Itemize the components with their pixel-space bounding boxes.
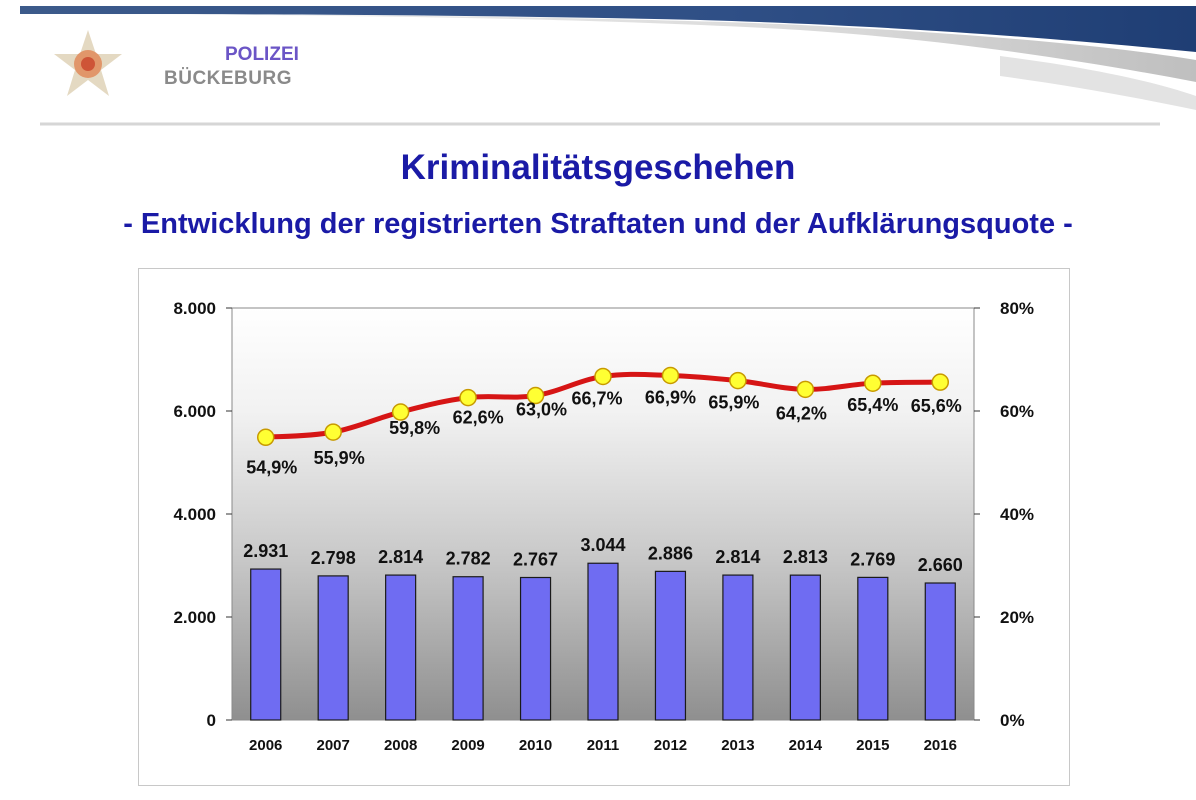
quote-marker-2016 bbox=[931, 373, 950, 391]
quote-marker-2014 bbox=[796, 380, 815, 399]
left-axis-tick-label: 8.000 bbox=[173, 299, 216, 318]
bar-value-label: 2.813 bbox=[783, 547, 828, 567]
quote-marker-2013 bbox=[729, 371, 747, 390]
quote-value-label: 54,9% bbox=[246, 457, 297, 477]
bar-2015 bbox=[857, 576, 889, 721]
quote-marker-2007 bbox=[324, 423, 342, 441]
right-axis-tick-label: 20% bbox=[1000, 608, 1034, 627]
left-axis-tick-label: 0 bbox=[207, 711, 216, 730]
quote-marker-2006 bbox=[256, 428, 275, 447]
x-axis-tick-label: 2010 bbox=[519, 737, 552, 754]
x-axis-tick-label: 2012 bbox=[654, 737, 687, 754]
quote-value-label: 65,9% bbox=[708, 393, 759, 413]
bar-value-label: 2.814 bbox=[715, 547, 760, 567]
quote-marker-2009 bbox=[459, 388, 477, 407]
bar-value-label: 2.767 bbox=[513, 549, 558, 569]
left-axis-tick-label: 2.000 bbox=[173, 608, 216, 627]
slide-subtitle: - Entwicklung der registrierten Straftat… bbox=[123, 208, 1073, 240]
slide-title: Kriminalitätsgeschehen bbox=[400, 148, 796, 187]
bar-value-label: 2.798 bbox=[311, 548, 356, 568]
x-axis-tick-label: 2007 bbox=[316, 737, 349, 754]
bar-2012 bbox=[654, 570, 687, 721]
quote-value-label: 65,6% bbox=[911, 396, 962, 416]
right-axis-tick-label: 40% bbox=[1000, 505, 1034, 524]
bar-value-label: 2.886 bbox=[648, 543, 693, 563]
quote-value-label: 59,8% bbox=[389, 418, 440, 438]
brand-bueckeburg: BÜCKEBURG bbox=[164, 68, 292, 89]
quote-value-label: 55,9% bbox=[314, 448, 365, 468]
x-axis-tick-label: 2011 bbox=[587, 737, 620, 754]
quote-marker-2008 bbox=[391, 403, 410, 421]
bar-2013 bbox=[722, 574, 754, 721]
left-axis-tick-label: 4.000 bbox=[173, 505, 216, 524]
x-axis-tick-label: 2013 bbox=[721, 737, 754, 754]
quote-value-label: 64,2% bbox=[776, 403, 827, 423]
bar-value-label: 2.814 bbox=[378, 547, 423, 567]
bar-value-label: 2.931 bbox=[243, 541, 288, 561]
x-axis-tick-label: 2006 bbox=[249, 737, 282, 754]
x-axis-tick-label: 2014 bbox=[789, 737, 823, 754]
police-star-badge-icon bbox=[54, 30, 122, 96]
quote-value-label: 66,9% bbox=[645, 387, 696, 407]
quote-marker-2011 bbox=[594, 367, 612, 386]
bar-2007 bbox=[317, 575, 349, 721]
x-axis-tick-label: 2016 bbox=[924, 737, 957, 754]
quote-value-label: 63,0% bbox=[516, 400, 567, 420]
quote-value-label: 66,7% bbox=[571, 388, 622, 408]
bar-2010 bbox=[519, 576, 552, 721]
header-swoosh bbox=[20, 6, 1196, 126]
right-axis-tick-label: 60% bbox=[1000, 402, 1034, 421]
right-axis-tick-label: 0% bbox=[1000, 711, 1025, 730]
left-axis-tick-label: 6.000 bbox=[173, 402, 216, 421]
x-axis-tick-label: 2009 bbox=[451, 737, 484, 754]
bar-2008 bbox=[385, 574, 417, 721]
bar-value-label: 2.782 bbox=[446, 549, 491, 569]
x-axis-tick-label: 2015 bbox=[856, 737, 889, 754]
bar-value-label: 2.769 bbox=[850, 549, 895, 569]
bar-2016 bbox=[924, 582, 956, 721]
bar-2014 bbox=[789, 574, 821, 721]
quote-value-label: 65,4% bbox=[847, 395, 898, 415]
x-axis-tick-label: 2008 bbox=[384, 737, 417, 754]
bar-2006 bbox=[250, 568, 282, 721]
bar-2011 bbox=[587, 562, 619, 721]
bar-value-label: 3.044 bbox=[580, 535, 625, 555]
quote-marker-2012 bbox=[661, 366, 680, 385]
brand-polizei: POLIZEI bbox=[225, 44, 299, 65]
bar-2009 bbox=[452, 576, 484, 721]
bar-value-label: 2.660 bbox=[918, 555, 963, 575]
quote-marker-2015 bbox=[864, 374, 882, 392]
quote-marker-2010 bbox=[526, 386, 545, 405]
quote-value-label: 62,6% bbox=[453, 408, 504, 428]
right-axis-tick-label: 80% bbox=[1000, 299, 1034, 318]
